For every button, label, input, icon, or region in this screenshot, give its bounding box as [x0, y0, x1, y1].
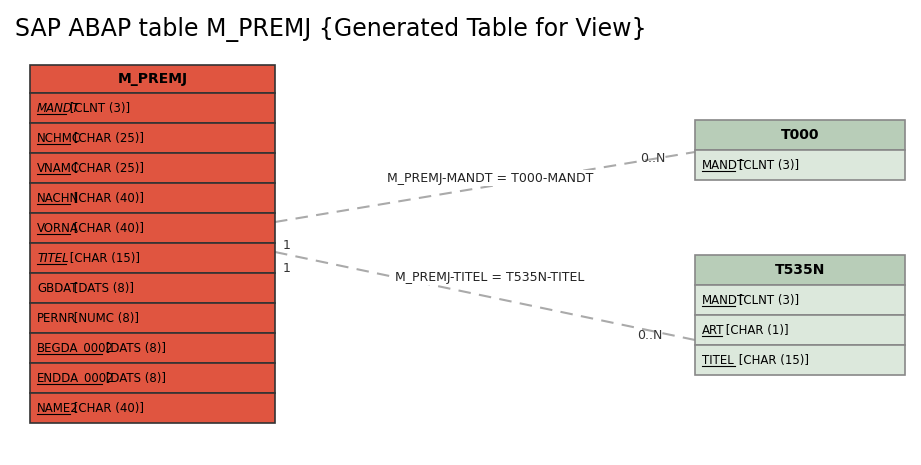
- Text: M_PREMJ-TITEL = T535N-TITEL: M_PREMJ-TITEL = T535N-TITEL: [395, 271, 585, 284]
- Text: SAP ABAP table M_PREMJ {Generated Table for View}: SAP ABAP table M_PREMJ {Generated Table …: [15, 18, 647, 42]
- Text: PERNR: PERNR: [37, 312, 76, 325]
- Text: [CLNT (3)]: [CLNT (3)]: [66, 101, 130, 114]
- Text: 0..N: 0..N: [636, 328, 662, 341]
- Text: VORNA: VORNA: [37, 221, 79, 234]
- Text: VNAMC: VNAMC: [37, 161, 80, 174]
- Text: TITEL: TITEL: [37, 252, 69, 265]
- Text: [DATS (8)]: [DATS (8)]: [102, 341, 166, 354]
- Bar: [30, 93, 275, 123]
- Bar: [695, 345, 905, 375]
- Text: [CHAR (40)]: [CHAR (40)]: [69, 221, 144, 234]
- Text: [DATS (8)]: [DATS (8)]: [69, 281, 134, 294]
- Text: [CHAR (40)]: [CHAR (40)]: [69, 401, 144, 414]
- Text: [CHAR (15)]: [CHAR (15)]: [735, 353, 809, 366]
- Text: M_PREMJ-MANDT = T000-MANDT: M_PREMJ-MANDT = T000-MANDT: [387, 172, 593, 185]
- Bar: [695, 315, 905, 345]
- Text: [CHAR (25)]: [CHAR (25)]: [69, 132, 144, 145]
- Bar: [695, 150, 905, 180]
- Bar: [30, 153, 275, 183]
- Text: [DATS (8)]: [DATS (8)]: [102, 372, 166, 385]
- Text: [CHAR (25)]: [CHAR (25)]: [69, 161, 144, 174]
- Text: 1: 1: [283, 261, 291, 274]
- Text: NAME2: NAME2: [37, 401, 79, 414]
- Text: 1: 1: [283, 239, 291, 252]
- Bar: [30, 123, 275, 153]
- Text: 0..N: 0..N: [639, 152, 665, 165]
- Text: [CHAR (15)]: [CHAR (15)]: [66, 252, 140, 265]
- Bar: [30, 273, 275, 303]
- Bar: [30, 303, 275, 333]
- Text: GBDAT: GBDAT: [37, 281, 77, 294]
- Text: TITEL: TITEL: [702, 353, 734, 366]
- Text: NACHN: NACHN: [37, 192, 79, 205]
- Text: T000: T000: [781, 128, 820, 142]
- Bar: [30, 333, 275, 363]
- Text: [CLNT (3)]: [CLNT (3)]: [735, 159, 799, 172]
- Bar: [695, 285, 905, 315]
- Text: MANDT: MANDT: [37, 101, 80, 114]
- Text: ART: ART: [702, 324, 725, 337]
- Bar: [30, 213, 275, 243]
- Text: MANDT: MANDT: [702, 159, 745, 172]
- Bar: [30, 183, 275, 213]
- Text: [CHAR (1)]: [CHAR (1)]: [721, 324, 788, 337]
- Bar: [30, 243, 275, 273]
- Text: [CLNT (3)]: [CLNT (3)]: [735, 293, 799, 306]
- Text: T535N: T535N: [775, 263, 825, 277]
- Bar: [695, 255, 905, 285]
- Text: NCHMC: NCHMC: [37, 132, 81, 145]
- Bar: [30, 393, 275, 423]
- Text: M_PREMJ: M_PREMJ: [118, 72, 188, 86]
- Bar: [30, 65, 275, 93]
- Bar: [695, 120, 905, 150]
- Text: MANDT: MANDT: [702, 293, 745, 306]
- Bar: [30, 363, 275, 393]
- Text: BEGDA_0002: BEGDA_0002: [37, 341, 114, 354]
- Text: [CHAR (40)]: [CHAR (40)]: [69, 192, 144, 205]
- Text: [NUMC (8)]: [NUMC (8)]: [69, 312, 138, 325]
- Text: ENDDA_0002: ENDDA_0002: [37, 372, 114, 385]
